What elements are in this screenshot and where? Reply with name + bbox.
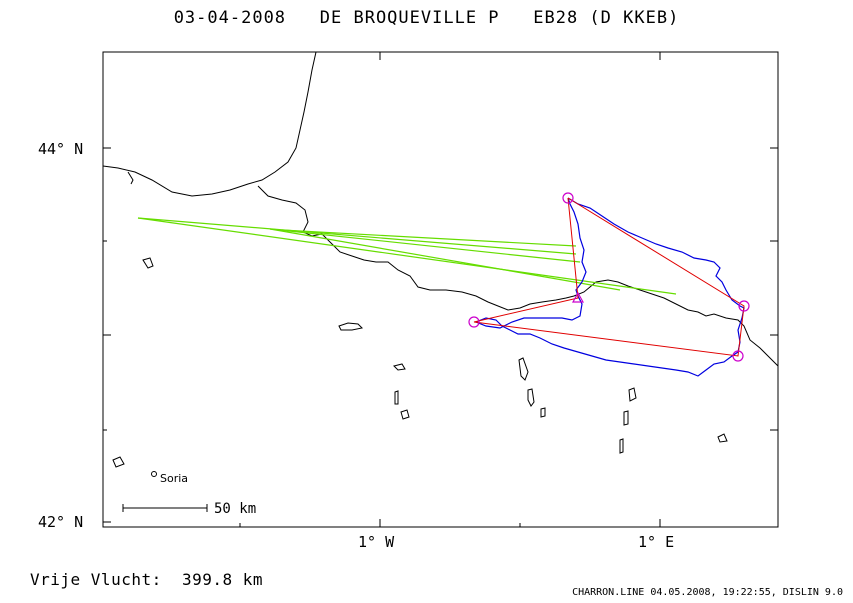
lon-ticks	[239, 52, 661, 527]
turnpoint-marker	[738, 300, 750, 312]
flight-distance-label: Vrije Vlucht:	[30, 570, 162, 589]
map-title: 03-04-2008 DE BROQUEVILLE P EB28 (D KKEB…	[0, 8, 853, 28]
lon-label-1e: 1° E	[638, 533, 674, 551]
flight-track	[474, 197, 745, 377]
turnpoints	[468, 192, 750, 362]
turnpoint-marker	[732, 350, 744, 362]
turnpoint-marker	[562, 192, 574, 204]
coastline	[102, 51, 317, 197]
pilot-name: DE BROQUEVILLE P	[319, 8, 500, 28]
glider-id: EB28 (D KKEB)	[533, 8, 680, 28]
scale-bar: 50 km	[122, 501, 256, 517]
lat-ticks	[103, 147, 778, 523]
lat-label-44n: 44° N	[38, 140, 83, 158]
place-label-soria: Soria	[160, 472, 188, 485]
border-line	[127, 171, 779, 367]
map-frame	[102, 51, 779, 528]
flight-distance-value: 399.8 km	[182, 570, 264, 589]
start-triangle-marker	[571, 291, 585, 303]
scale-bar-label: 50 km	[214, 501, 256, 517]
footer-info: CHARRON.LINE 04.05.2008, 19:22:55, DISLI…	[572, 587, 843, 598]
flight-date: 03-04-2008	[173, 8, 287, 28]
lon-label-1w: 1° W	[358, 533, 395, 551]
free-flight-distance: Vrije Vlucht: 399.8 km	[30, 570, 263, 589]
task-legs	[473, 197, 745, 357]
water-bodies	[112, 257, 728, 468]
track-segment-lines	[137, 217, 677, 295]
lat-label-42n: 42° N	[38, 513, 83, 531]
turnpoint-marker	[468, 316, 480, 328]
soria-marker	[151, 471, 157, 477]
